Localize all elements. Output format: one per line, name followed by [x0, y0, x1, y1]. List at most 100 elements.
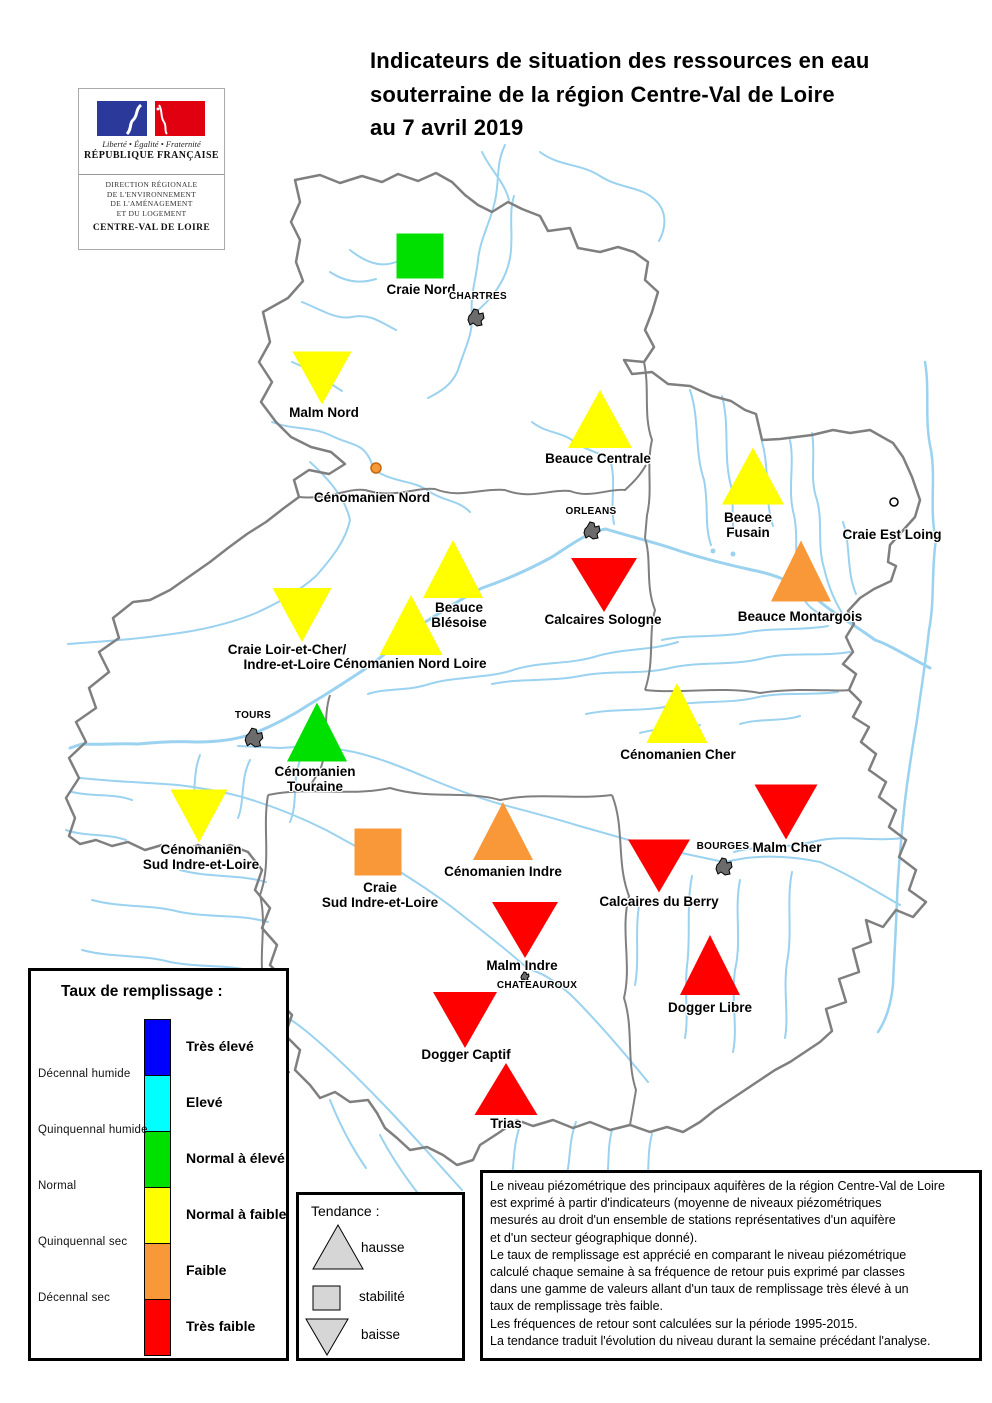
- trend-down-label: baisse: [361, 1327, 401, 1342]
- map-marker-label: Malm Nord: [289, 405, 359, 420]
- legend-class-label: Elevé: [186, 1093, 223, 1110]
- legend-swatch: [145, 1076, 170, 1132]
- map-marker: [771, 540, 831, 602]
- city-label: CHARTRES: [449, 291, 507, 302]
- pond: [730, 551, 736, 557]
- legend-class-label: Normal à faible: [186, 1205, 287, 1222]
- map-marker-label: Craie Sud Indre-et-Loire: [321, 880, 439, 910]
- map-marker-label: Craie Est Loing: [842, 527, 942, 542]
- city-label: CHATEAUROUX: [496, 980, 578, 991]
- legend-swatch: [145, 1020, 170, 1076]
- legend-swatch: [145, 1300, 170, 1355]
- eure-river: [427, 144, 506, 399]
- legend-class-label: Très faible: [186, 1317, 256, 1334]
- map-marker-label: Craie Loir-et-Cher/ Indre-et-Loire: [227, 642, 347, 672]
- trend-up-label: hausse: [361, 1240, 405, 1255]
- trend-stable-icon: [312, 1285, 341, 1311]
- map-marker: [492, 902, 558, 958]
- city-icon: [583, 521, 601, 540]
- map-marker: [170, 789, 228, 843]
- map-marker-label: Beauce Montargois: [737, 609, 863, 624]
- methodology-text: Le niveau piézométrique des principaux a…: [490, 1179, 945, 1348]
- map-marker-label: Cénomanien Cher: [620, 747, 736, 762]
- city-icon: [244, 727, 264, 748]
- logo-republic: RÉPUBLIQUE FRANÇAISE: [84, 150, 219, 161]
- loing-river: [811, 432, 847, 620]
- logo-organisation: DIRECTION RÉGIONALE DE L'ENVIRONNEMENT D…: [105, 180, 198, 218]
- map-marker-label: Cénomanien Nord: [313, 490, 431, 505]
- map-marker: [628, 839, 690, 893]
- briare-canal: [876, 360, 938, 1034]
- map-marker: [370, 462, 382, 474]
- trend-symbols: [305, 1223, 364, 1356]
- legend-swatch: [145, 1188, 170, 1244]
- city-label: TOURS: [234, 710, 272, 721]
- legend-boundary-label: Quinquennal sec: [38, 1236, 128, 1248]
- region-boundary: [64, 171, 928, 1167]
- map-marker-label: Calcaires Sologne: [544, 612, 662, 627]
- trend-legend-title: Tendance :: [311, 1203, 380, 1219]
- map-marker: [889, 497, 899, 507]
- map-marker: [680, 935, 740, 995]
- map-marker: [433, 992, 497, 1048]
- map-marker: [423, 540, 483, 598]
- city-icon: [715, 857, 733, 876]
- legend-color-bar: [144, 1019, 171, 1356]
- legend-swatch: [145, 1132, 170, 1188]
- map-marker-label: Calcaires du Berry: [599, 894, 719, 909]
- legend-class-label: Très élevé: [186, 1037, 254, 1054]
- map-marker: [568, 390, 632, 448]
- map-marker: [646, 683, 708, 743]
- legend-class-label: Normal à élevé: [186, 1149, 285, 1166]
- legend-boundary-label: Décennal sec: [38, 1292, 111, 1304]
- legend-swatch: [145, 1244, 170, 1300]
- city-icon: [467, 308, 485, 327]
- legend-boundary-label: Normal: [38, 1180, 77, 1192]
- map-marker-label: Malm Indre: [486, 958, 558, 973]
- french-flag-marianne-icon: [97, 101, 205, 136]
- markers-layer: [170, 233, 899, 1115]
- map-marker: [473, 802, 533, 860]
- legend-boundary-label: Décennal humide: [38, 1068, 131, 1080]
- map-marker-label: Craie Nord: [386, 282, 456, 297]
- map-marker-label: Cénomanien Indre: [444, 864, 562, 879]
- map-marker: [272, 588, 332, 642]
- map-marker-label: Beauce Blésoise: [431, 600, 487, 630]
- map-marker-label: Cénomanien Touraine: [274, 764, 356, 794]
- cher-river: [237, 745, 901, 906]
- trend-down-icon: [305, 1318, 349, 1356]
- map-marker: [722, 447, 784, 505]
- map-marker-label: Malm Cher: [752, 840, 822, 855]
- page-title: Indicateurs de situation des ressources …: [370, 48, 870, 140]
- map-marker: [379, 595, 443, 655]
- legend-title: Taux de remplissage :: [61, 983, 223, 1000]
- legend-class-label: Faible: [186, 1261, 227, 1278]
- city-icon: [520, 971, 530, 982]
- legend-boundary-label: Quinquennal humide: [38, 1124, 148, 1136]
- trend-stable-label: stabilité: [359, 1289, 405, 1304]
- map-marker-label: Beauce Centrale: [545, 451, 651, 466]
- map-marker-label: Cénomanien Sud Indre-et-Loire: [142, 842, 260, 872]
- city-label: BOURGES: [696, 841, 750, 852]
- map-marker: [571, 558, 637, 612]
- pond: [710, 548, 716, 554]
- map-marker-label: Beauce Fusain: [723, 510, 773, 540]
- map-marker: [474, 1063, 538, 1115]
- logo-motto: Liberté • Égalité • Fraternité: [102, 139, 201, 149]
- map-marker-label: Dogger Captif: [421, 1047, 511, 1062]
- logo-region: CENTRE-VAL DE LOIRE: [92, 223, 211, 233]
- map-marker-label: Cénomanien Nord Loire: [333, 656, 487, 671]
- map-marker: [287, 702, 347, 762]
- map-marker: [354, 828, 402, 876]
- map-marker: [754, 784, 818, 840]
- map-marker-label: Dogger Libre: [667, 1000, 753, 1015]
- river-network: [65, 144, 938, 1197]
- trend-legend: Tendance : hausse stabilité baisse: [296, 1192, 465, 1361]
- logo-divider: [79, 174, 224, 175]
- map-marker: [292, 351, 352, 405]
- city-label: ORLEANS: [565, 506, 617, 517]
- cities-layer: [244, 308, 733, 982]
- government-logo: Liberté • Égalité • Fraternité RÉPUBLIQU…: [78, 88, 225, 250]
